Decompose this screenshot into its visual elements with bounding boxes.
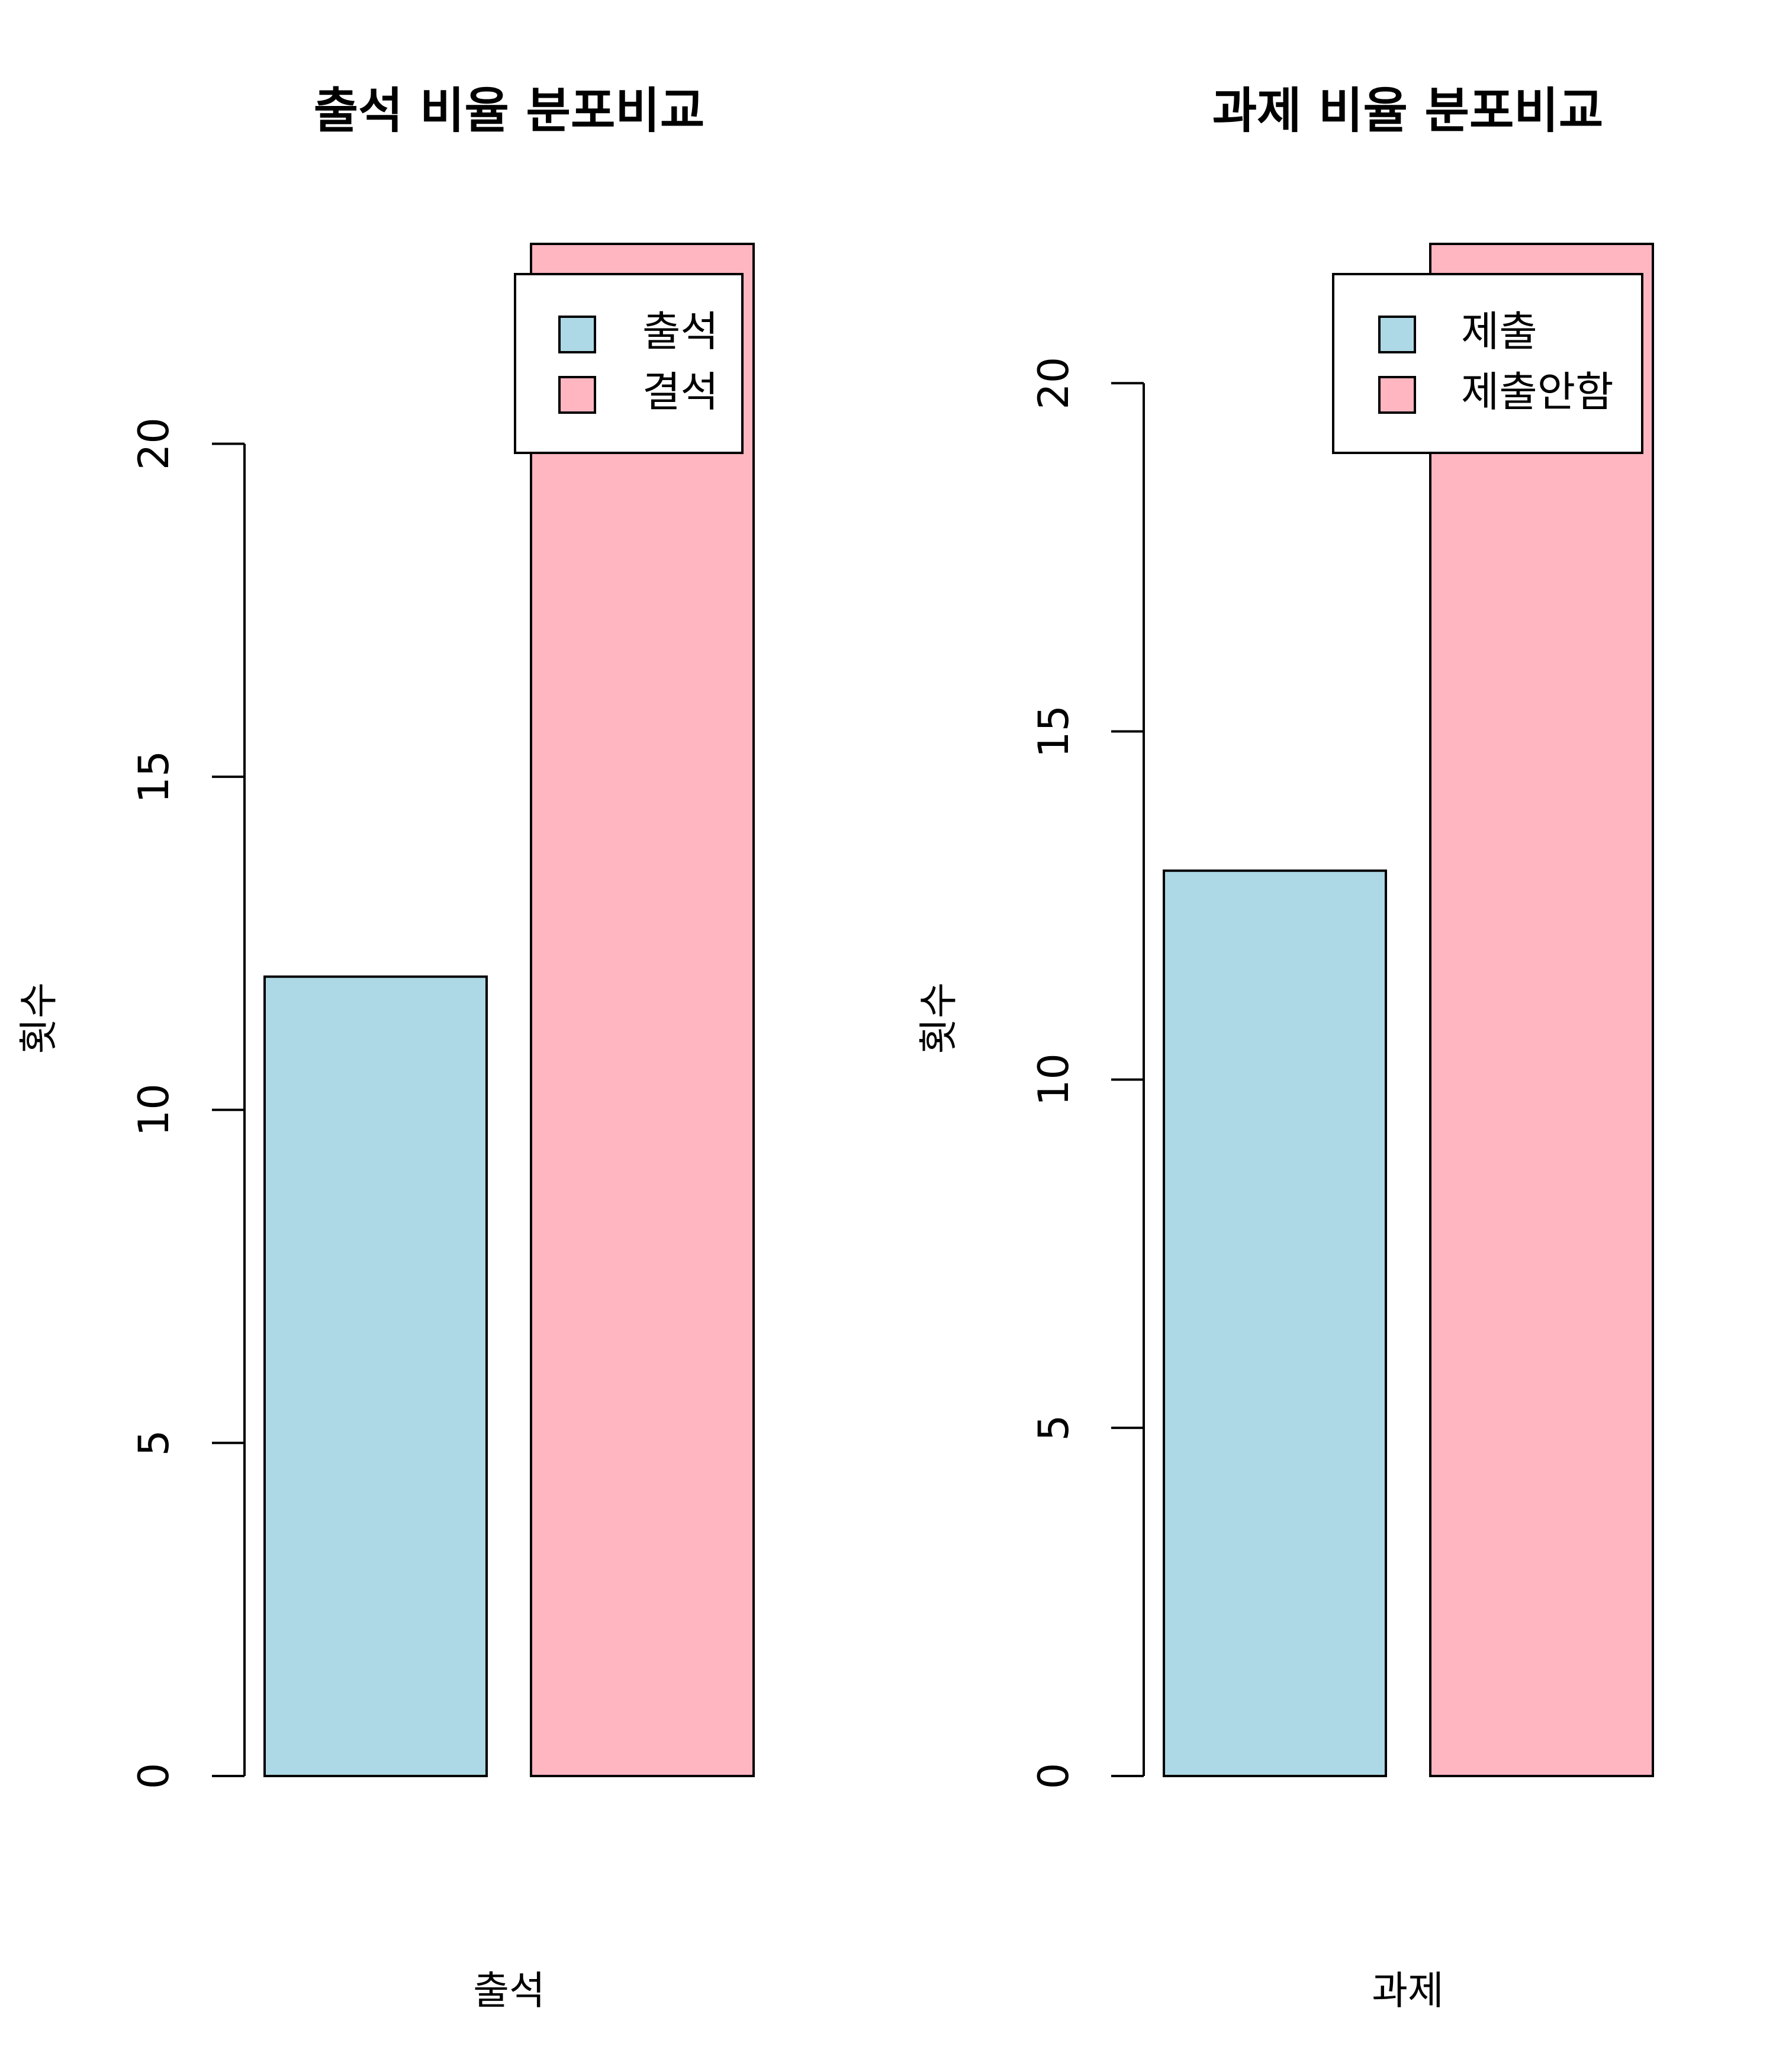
y-tick-label-0: 0 — [130, 1763, 178, 1790]
legend-label-제출: 제출 — [1461, 307, 1537, 356]
legend-box — [514, 273, 744, 454]
y-tick-label-15: 15 — [130, 751, 178, 803]
y-tick-label-0: 0 — [1029, 1763, 1078, 1790]
bar-출석 — [263, 975, 488, 1777]
y-axis-label: 횟수 — [916, 982, 961, 1054]
legend-swatch-제출안함 — [1378, 376, 1416, 414]
bar-제출 — [1163, 869, 1387, 1777]
y-tick-label-20: 20 — [130, 417, 178, 470]
bar-제출안함 — [1429, 243, 1654, 1777]
legend-swatch-결석 — [558, 376, 596, 414]
legend-label-결석: 결석 — [642, 368, 719, 416]
y-tick-label-20: 20 — [1029, 357, 1078, 410]
legend-label-출석: 출석 — [642, 307, 719, 356]
y-tick-label-10: 10 — [1029, 1053, 1078, 1106]
y-tick-label-5: 5 — [1029, 1415, 1078, 1442]
y-axis-label: 횟수 — [16, 982, 62, 1054]
x-axis-label: 과제 — [1372, 1968, 1443, 2013]
y-tick-label-5: 5 — [130, 1430, 178, 1456]
chart-title: 과제 비율 분포비교 — [1212, 83, 1604, 139]
legend-box — [1332, 273, 1643, 454]
chart-title: 출석 비율 분포비교 — [314, 83, 705, 139]
legend-swatch-제출 — [1378, 316, 1416, 353]
y-tick-label-10: 10 — [130, 1083, 178, 1136]
x-axis-label: 출석 — [473, 1968, 545, 2013]
legend-swatch-출석 — [558, 316, 596, 353]
legend-label-제출안함: 제출안함 — [1461, 368, 1614, 416]
bar-결석 — [530, 243, 755, 1777]
y-tick-label-15: 15 — [1029, 705, 1078, 758]
